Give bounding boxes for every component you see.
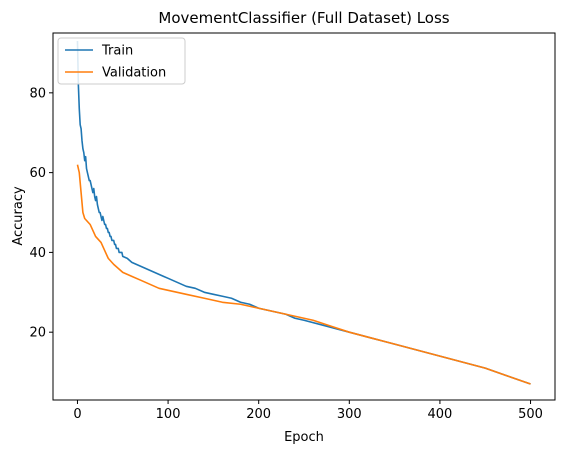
series-line-validation bbox=[76, 164, 531, 385]
legend-label-train: Train bbox=[101, 44, 133, 59]
x-tick-label: 400 bbox=[428, 407, 453, 422]
y-tick-label: 80 bbox=[29, 86, 46, 101]
y-tick-label: 20 bbox=[29, 326, 46, 341]
x-axis-label: Epoch bbox=[284, 430, 324, 445]
chart-title: MovementClassifier (Full Dataset) Loss bbox=[158, 9, 449, 27]
x-tick-label: 200 bbox=[246, 407, 271, 422]
x-tick-label: 300 bbox=[337, 407, 362, 422]
legend-label-validation: Validation bbox=[102, 66, 166, 81]
x-tick-label: 100 bbox=[156, 407, 181, 422]
x-tick-label: 500 bbox=[518, 407, 543, 422]
y-tick-label: 60 bbox=[29, 166, 46, 181]
plot-frame bbox=[52, 32, 556, 401]
plot-area: 0 100 200 300 400 500 20 40 60 80 Train Validation bbox=[29, 32, 556, 422]
y-axis-label: Accuracy bbox=[11, 186, 26, 246]
y-tick-label: 40 bbox=[29, 246, 46, 261]
x-tick-label: 0 bbox=[73, 407, 81, 422]
legend: Train Validation bbox=[57, 37, 186, 85]
